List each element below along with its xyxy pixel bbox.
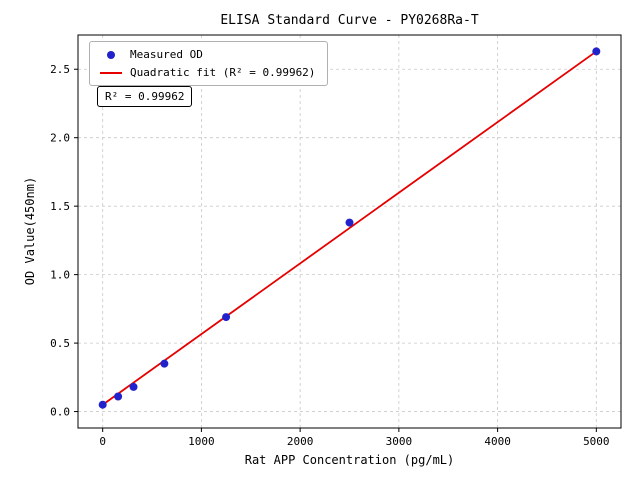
data-point <box>222 313 231 322</box>
y-tick-label: 1.5 <box>50 200 70 213</box>
y-tick-label: 2.5 <box>50 63 70 76</box>
legend-item-quadratic-fit: Quadratic fit (R² = 0.99962) <box>100 66 315 79</box>
y-tick-label: 2.0 <box>50 132 70 145</box>
data-point <box>160 359 169 368</box>
x-tick-label: 3000 <box>386 435 413 448</box>
line-marker-icon <box>100 71 122 74</box>
r-squared-annotation: R² = 0.99962 <box>97 86 193 107</box>
legend: Measured OD Quadratic fit (R² = 0.99962) <box>89 41 329 86</box>
y-tick-label: 1.0 <box>50 269 70 282</box>
y-tick-label: 0.0 <box>50 406 70 419</box>
legend-label-measured-od: Measured OD <box>130 48 203 61</box>
legend-label-quadratic-fit: Quadratic fit (R² = 0.99962) <box>130 66 316 79</box>
x-tick-label: 4000 <box>484 435 511 448</box>
fit-line <box>102 50 597 406</box>
data-point <box>114 392 123 401</box>
x-tick-label: 2000 <box>287 435 314 448</box>
x-axis-label: Rat APP Concentration (pg/mL) <box>244 453 455 467</box>
x-tick-label: 5000 <box>583 435 610 448</box>
x-tick-label: 1000 <box>188 435 215 448</box>
scatter-marker-icon <box>107 50 115 59</box>
plot-border <box>77 34 622 429</box>
y-tick-label: 0.5 <box>50 337 70 350</box>
data-point <box>345 218 354 227</box>
legend-item-measured-od: Measured OD <box>100 48 315 61</box>
data-point <box>129 382 138 391</box>
x-tick-label: 0 <box>99 435 106 448</box>
chart-title: ELISA Standard Curve - PY0268Ra-T <box>220 13 479 28</box>
data-point <box>592 47 601 56</box>
data-point <box>98 400 107 409</box>
y-axis-label: OD Value(450nm) <box>23 176 37 286</box>
